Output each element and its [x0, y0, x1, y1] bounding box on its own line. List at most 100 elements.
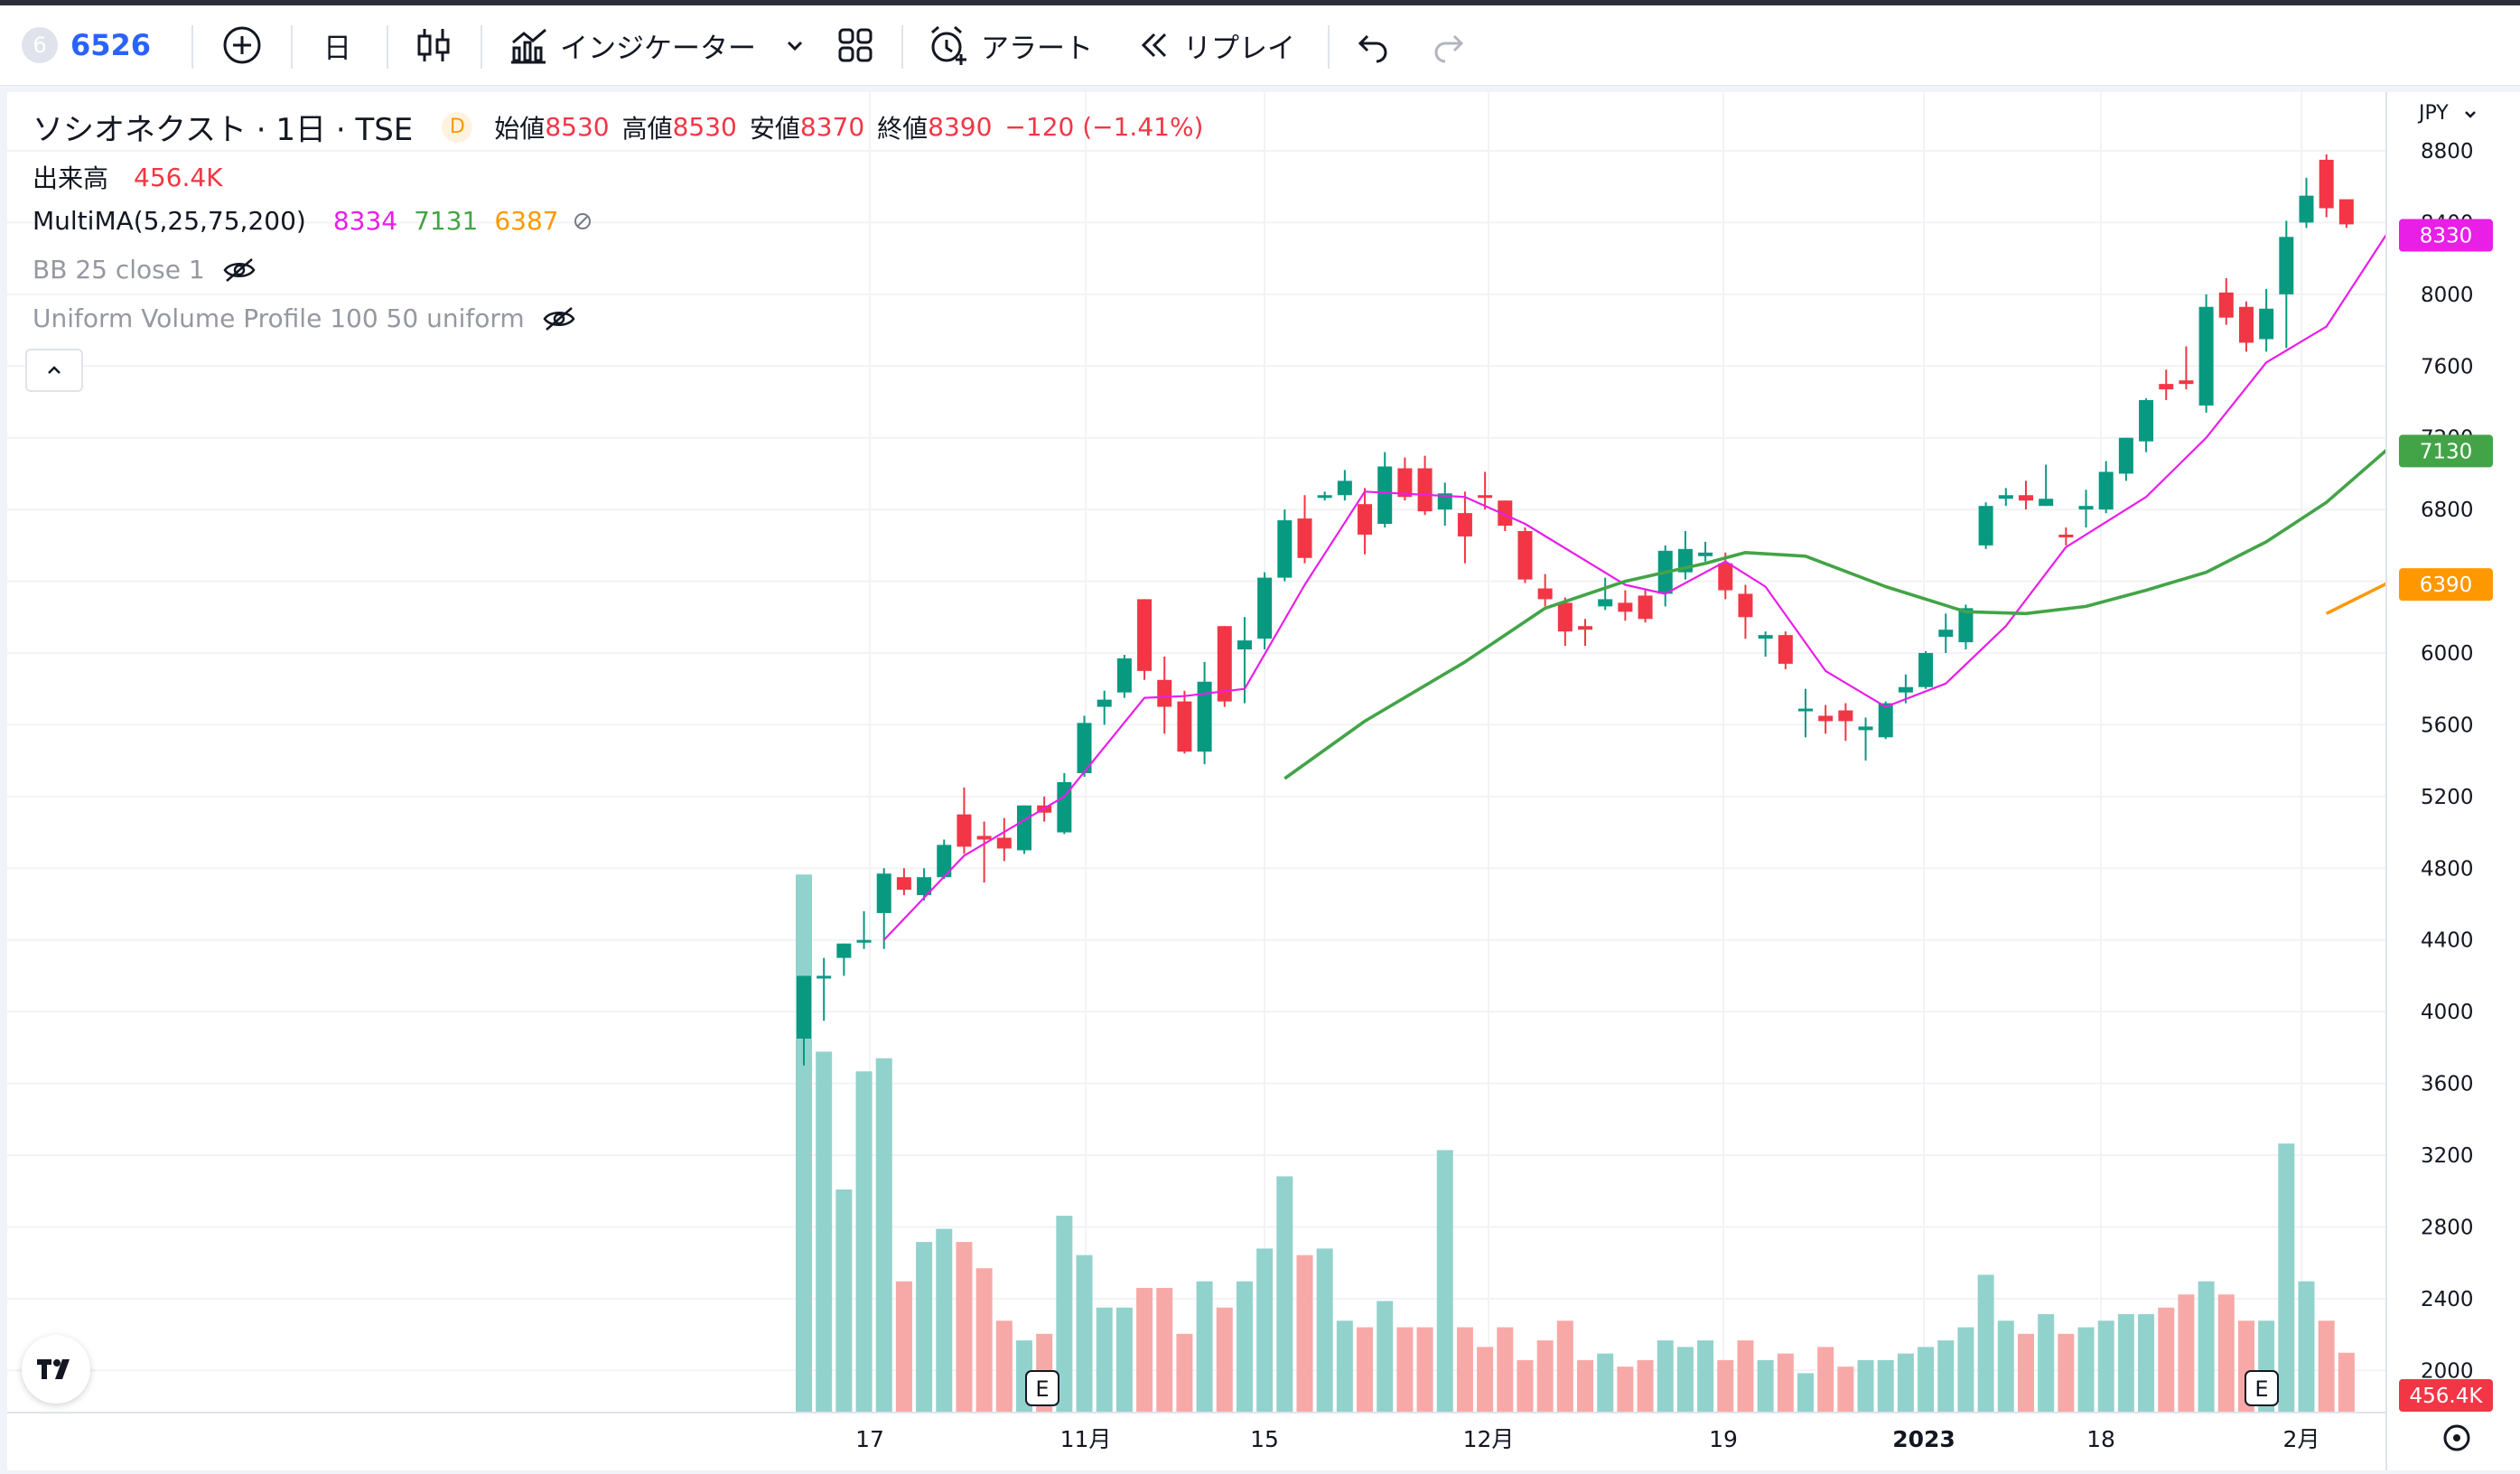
- candle-body[interactable]: [937, 844, 952, 878]
- candle-body[interactable]: [2159, 384, 2174, 390]
- currency-selector[interactable]: JPY: [2417, 102, 2476, 125]
- candle-body[interactable]: [1958, 608, 1974, 643]
- candle-body[interactable]: [1638, 595, 1653, 620]
- candle-body[interactable]: [976, 835, 992, 840]
- candle-body[interactable]: [1998, 495, 2013, 499]
- candle-body[interactable]: [2118, 437, 2133, 474]
- candle-body[interactable]: [1317, 495, 1332, 499]
- eye-hidden-icon[interactable]: [221, 257, 257, 284]
- indicators-button[interactable]: インジケーター: [508, 5, 756, 85]
- candle-body[interactable]: [817, 975, 832, 979]
- legend-bb-row[interactable]: BB 25 close 1: [33, 255, 257, 285]
- eye-hidden-icon[interactable]: [541, 305, 577, 332]
- candle-body[interactable]: [1738, 593, 1753, 618]
- candle-body[interactable]: [1077, 723, 1092, 774]
- chart-settings-button[interactable]: [2443, 1424, 2470, 1451]
- candle-body[interactable]: [1798, 708, 1813, 712]
- legend-collapse-button[interactable]: [25, 349, 83, 392]
- candle-body[interactable]: [1517, 530, 1533, 580]
- layout-button[interactable]: [836, 5, 874, 85]
- candle-body[interactable]: [1377, 466, 1393, 525]
- legend-volume-profile-row[interactable]: Uniform Volume Profile 100 50 uniform: [33, 303, 577, 333]
- candle-body[interactable]: [1137, 599, 1153, 671]
- candle-body[interactable]: [1397, 468, 1413, 498]
- indicator-templates-dropdown[interactable]: [782, 5, 807, 85]
- candle-body[interactable]: [876, 873, 891, 913]
- candle-body[interactable]: [1578, 626, 1593, 630]
- earnings-marker[interactable]: [1025, 1370, 1059, 1406]
- candle-body[interactable]: [1437, 493, 1452, 510]
- candle-body[interactable]: [2338, 199, 2354, 225]
- candle-body[interactable]: [856, 939, 872, 943]
- candle-body[interactable]: [1758, 635, 1773, 639]
- candle-body[interactable]: [797, 975, 811, 1039]
- replay-button[interactable]: リプレイ: [1136, 5, 1295, 85]
- candle-body[interactable]: [1938, 630, 1954, 638]
- tradingview-logo[interactable]: [22, 1335, 90, 1404]
- candle-body[interactable]: [1478, 495, 1493, 499]
- candle-body[interactable]: [1217, 626, 1232, 702]
- candle-body[interactable]: [1116, 658, 1132, 693]
- candle-body[interactable]: [1157, 679, 1172, 707]
- candle-body[interactable]: [917, 877, 932, 896]
- candle-body[interactable]: [1818, 715, 1834, 722]
- undo-button[interactable]: [1355, 5, 1391, 85]
- candle-body[interactable]: [2039, 499, 2054, 507]
- candle-body[interactable]: [1057, 781, 1072, 833]
- candle-body[interactable]: [1537, 588, 1553, 600]
- candle-body[interactable]: [1498, 500, 1513, 527]
- candle-body[interactable]: [1097, 699, 1112, 707]
- candle-body[interactable]: [1197, 681, 1212, 752]
- candle-body[interactable]: [1838, 710, 1853, 722]
- interval-button[interactable]: 日: [323, 5, 351, 85]
- candle-body[interactable]: [1177, 701, 1192, 752]
- candle-body[interactable]: [1858, 726, 1873, 731]
- candle-body[interactable]: [2198, 306, 2214, 406]
- candle-body[interactable]: [1978, 506, 1993, 546]
- candle-body[interactable]: [1297, 518, 1312, 558]
- candle-body[interactable]: [957, 814, 972, 847]
- candle-body[interactable]: [2098, 471, 2114, 510]
- candle-body[interactable]: [2319, 159, 2334, 209]
- chart-panel[interactable]: EE 8800840080007600720068006400600056005…: [7, 92, 2520, 1470]
- candle-body[interactable]: [2218, 292, 2234, 318]
- candle-body[interactable]: [896, 877, 911, 891]
- candle-body[interactable]: [836, 943, 852, 958]
- candle-body[interactable]: [1698, 552, 1713, 556]
- redo-button[interactable]: [1431, 5, 1467, 85]
- candle-body[interactable]: [1016, 805, 1031, 851]
- candle-body[interactable]: [2259, 308, 2274, 340]
- candle-body[interactable]: [2238, 306, 2254, 343]
- candle-body[interactable]: [996, 837, 1012, 849]
- candle-body[interactable]: [1718, 563, 1733, 591]
- candle-body[interactable]: [1277, 520, 1293, 578]
- price-chart[interactable]: EE 8800840080007600720068006400600056005…: [7, 92, 2520, 1470]
- alert-button[interactable]: アラート: [927, 5, 1093, 85]
- candle-body[interactable]: [1237, 640, 1252, 650]
- candle-body[interactable]: [2058, 534, 2074, 537]
- candle-body[interactable]: [1337, 480, 1352, 496]
- candle-body[interactable]: [1878, 703, 1893, 738]
- symbol-title[interactable]: ソシオネクスト · 1日 · TSE: [33, 112, 414, 148]
- candle-body[interactable]: [1898, 686, 1913, 693]
- candle-body[interactable]: [1417, 468, 1433, 512]
- symbol-search-button[interactable]: 6 6526: [22, 5, 151, 85]
- legend-volume-row[interactable]: 出来高 456.4K: [33, 159, 223, 195]
- candle-body[interactable]: [1598, 599, 1613, 607]
- candle-body[interactable]: [2139, 400, 2154, 442]
- candle-body[interactable]: [1358, 504, 1373, 535]
- candle-body[interactable]: [1557, 602, 1573, 632]
- add-symbol-button[interactable]: [220, 5, 264, 85]
- candle-body[interactable]: [2078, 506, 2094, 510]
- legend-multima-row[interactable]: MultiMA(5,25,75,200) 8334 7131 6387: [33, 206, 593, 236]
- candle-body[interactable]: [1778, 635, 1793, 664]
- earnings-marker[interactable]: [2245, 1370, 2279, 1406]
- candle-body[interactable]: [1618, 602, 1633, 612]
- candle-body[interactable]: [2279, 237, 2294, 294]
- candle-body[interactable]: [1257, 577, 1273, 639]
- candle-body[interactable]: [1918, 653, 1934, 687]
- candle-body[interactable]: [2179, 380, 2194, 385]
- chart-type-button[interactable]: [414, 5, 453, 85]
- candle-body[interactable]: [2299, 195, 2314, 223]
- candle-body[interactable]: [2018, 495, 2033, 501]
